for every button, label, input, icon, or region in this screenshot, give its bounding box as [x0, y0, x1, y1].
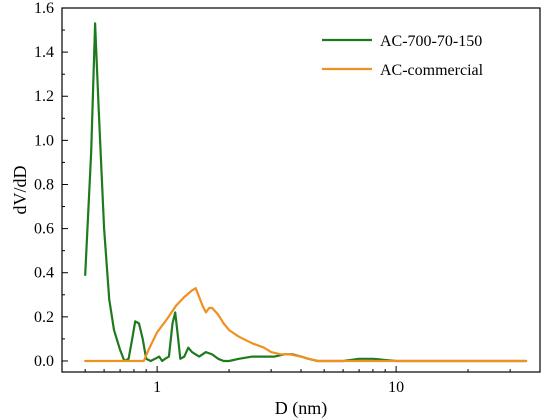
- y-tick-label: 0.8: [34, 176, 54, 193]
- y-tick-label: 0.6: [34, 221, 54, 238]
- y-tick-label: 0.2: [34, 309, 54, 326]
- y-axis-title: dV/dD: [10, 166, 30, 215]
- y-tick-label: 1.0: [34, 132, 54, 149]
- x-tick-label: 10: [388, 379, 404, 396]
- series-line-2: [84, 287, 528, 363]
- legend-label: AC-commercial: [380, 62, 484, 79]
- axes: 0.0 0.2 0.4 0.6 0.8 1.0 1.2 1.4 1.6 1 10: [34, 0, 541, 396]
- y-tick-label: 1.4: [34, 44, 54, 61]
- plot-area: [84, 22, 528, 363]
- x-axis-title: D (nm): [275, 398, 328, 419]
- x-tick-label: 1: [153, 379, 161, 396]
- y-tick-label: 0.4: [34, 265, 54, 282]
- y-tick-label: 1.6: [34, 0, 54, 17]
- legend-label: AC-700-70-150: [380, 33, 482, 50]
- y-tick-label: 1.2: [34, 88, 54, 105]
- legend: AC-700-70-150 AC-commercial: [322, 33, 484, 79]
- y-tick-label: 0.0: [34, 353, 54, 370]
